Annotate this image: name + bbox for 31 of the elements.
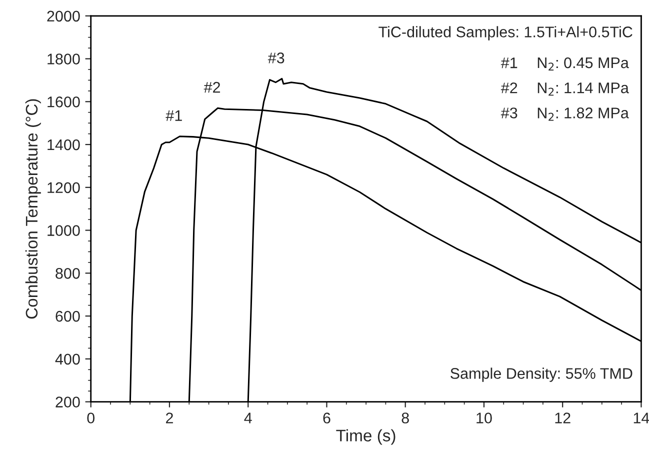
- x-tick-label: 14: [634, 412, 649, 424]
- annotation: #1: [500, 58, 518, 68]
- y-tick-label: 800: [56, 268, 80, 279]
- annotation: TiC-diluted Samples: 1.5Ti+Al+0.5TiC: [378, 26, 632, 40]
- series-label: #2: [204, 82, 220, 93]
- x-tick-label: 2: [166, 412, 173, 424]
- y-tick-label: 1400: [48, 139, 80, 150]
- y-tick-label: 2000: [47, 10, 80, 22]
- annotation: #2: [500, 82, 518, 94]
- y-axis-title: Combustion Temperature (°C): [25, 99, 41, 319]
- annotation: #3: [500, 108, 518, 118]
- x-tick-label: 12: [555, 412, 570, 424]
- annotation: Sample Density: 55% TMD: [450, 368, 632, 382]
- x-axis-title: Time (s): [336, 429, 396, 445]
- annotation: N$_{2}$: 1.82 MPa: [538, 108, 629, 121]
- x-tick-label: 4: [244, 412, 252, 424]
- x-tick-label: 8: [402, 412, 409, 424]
- y-tick-label: 400: [55, 354, 80, 365]
- y-tick-label: 1000: [48, 225, 80, 236]
- y-tick-label: 1200: [48, 182, 80, 194]
- x-tick-label: 0: [87, 412, 95, 424]
- y-tick-label: 600: [56, 310, 80, 322]
- x-tick-label: 6: [323, 412, 330, 424]
- x-tick-label: 10: [476, 412, 492, 424]
- y-tick-label: 1800: [48, 54, 80, 64]
- y-tick-label: 200: [56, 396, 80, 408]
- series-label: #1: [166, 110, 182, 121]
- y-tick-label: 1600: [48, 96, 80, 108]
- series-label: #3: [268, 52, 284, 64]
- annotation: N$_{2}$: 1.14 MPa: [538, 82, 629, 96]
- annotation: N$_{2}$: 0.45 MPa: [538, 57, 629, 71]
